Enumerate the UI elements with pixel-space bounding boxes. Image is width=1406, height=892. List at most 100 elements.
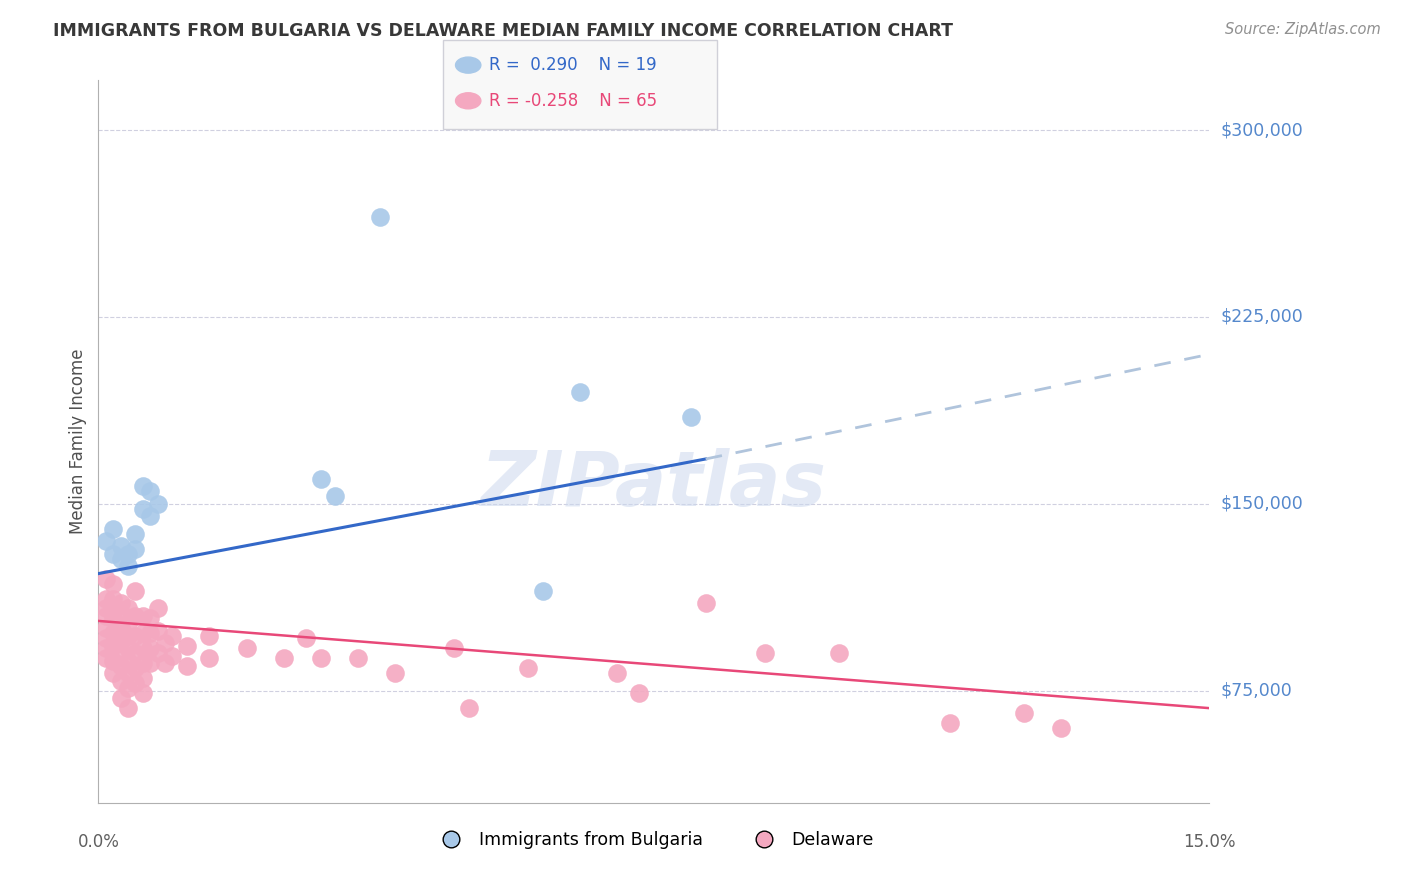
Point [132,626,155,640]
Point [139,657,162,671]
Point [117,616,139,631]
Point [94,591,117,606]
Point [110,633,132,648]
Point [309,651,332,665]
Text: $75,000: $75,000 [1220,681,1292,699]
Point [346,651,368,665]
Point [235,641,257,656]
Point [1050,721,1073,735]
Point [94,572,117,586]
Point [94,601,117,615]
Point [103,547,125,561]
Point [94,534,117,549]
Point [110,597,132,611]
Point [198,629,221,643]
Point [627,686,650,700]
Point [94,632,117,646]
Point [443,641,465,656]
Point [94,651,117,665]
Y-axis label: Median Family Income: Median Family Income [69,349,87,534]
Point [198,651,221,665]
Point [103,601,125,615]
Point [117,559,139,574]
Point [132,671,155,685]
Point [124,609,146,624]
Point [117,701,139,715]
Point [110,621,132,635]
Point [309,472,332,486]
Point [110,691,132,706]
Point [939,716,962,731]
Point [117,666,139,681]
Text: $300,000: $300,000 [1220,121,1303,139]
Point [103,576,125,591]
Point [124,661,146,675]
Point [273,651,295,665]
Point [103,522,125,536]
Point [132,501,155,516]
Point [132,686,155,700]
Point [117,629,139,643]
Point [124,584,146,599]
Point [117,641,139,656]
Point [828,646,851,660]
Point [139,641,162,656]
Point [94,609,117,624]
Text: $225,000: $225,000 [1220,308,1303,326]
Point [754,646,776,660]
Text: Source: ZipAtlas.com: Source: ZipAtlas.com [1225,22,1381,37]
Point [124,646,146,660]
Point [132,657,155,671]
Point [162,629,184,643]
Point [94,621,117,635]
Point [124,541,146,556]
Point [110,607,132,621]
Text: 15.0%: 15.0% [1182,833,1236,851]
Point [117,601,139,615]
Point [606,666,628,681]
Point [531,584,554,599]
Point [384,666,406,681]
Point [132,641,155,656]
Point [132,609,155,624]
Point [124,526,146,541]
Point [568,384,591,399]
Point [103,611,125,625]
Point [103,591,125,606]
Point [110,539,132,553]
Point [139,484,162,499]
Point [117,654,139,668]
Legend: Immigrants from Bulgaria, Delaware: Immigrants from Bulgaria, Delaware [427,823,880,855]
Point [139,611,162,625]
Point [110,658,132,673]
Point [103,666,125,681]
Point [679,409,702,424]
Text: IMMIGRANTS FROM BULGARIA VS DELAWARE MEDIAN FAMILY INCOME CORRELATION CHART: IMMIGRANTS FROM BULGARIA VS DELAWARE MED… [53,22,953,40]
Point [162,648,184,663]
Point [124,629,146,643]
Point [325,489,347,503]
Text: ZIPatlas: ZIPatlas [481,448,827,522]
Point [176,658,198,673]
Text: $150,000: $150,000 [1220,495,1303,513]
Point [516,661,538,675]
Point [139,509,162,524]
Text: 0.0%: 0.0% [77,833,120,851]
Text: R =  0.290    N = 19: R = 0.290 N = 19 [489,56,657,74]
Point [146,601,169,615]
Point [110,646,132,660]
Point [176,639,198,653]
Text: R = -0.258    N = 65: R = -0.258 N = 65 [489,92,658,110]
Point [146,497,169,511]
Point [132,479,155,493]
Point [103,626,125,640]
Point [1012,706,1035,720]
Point [153,636,176,650]
Point [103,654,125,668]
Point [117,681,139,696]
Point [457,701,479,715]
Point [124,676,146,690]
Point [294,632,316,646]
Point [103,639,125,653]
Point [368,211,391,225]
